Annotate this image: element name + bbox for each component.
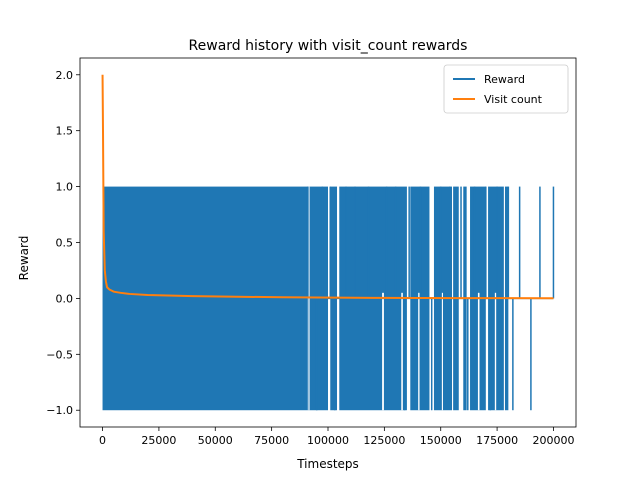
x-tick-label: 125000 [363, 434, 405, 447]
x-tick-label: 75000 [254, 434, 289, 447]
x-tick-label: 150000 [420, 434, 462, 447]
axes-frame [79, 57, 577, 428]
legend-label: Visit count [484, 93, 543, 106]
series-reward-dense-band [102, 186, 310, 411]
x-tick-label: 200000 [532, 434, 574, 447]
series-visit-count-line [101, 74, 554, 300]
x-axis: 0 25000 50000 75000 100000 125000 150000 175000… [99, 427, 574, 447]
y-axis-label: Reward [17, 236, 31, 281]
series-reward-subgap [477, 292, 480, 411]
series-reward-subgap [382, 292, 384, 411]
x-axis-label: Timesteps [296, 457, 359, 471]
legend-label: Reward [484, 73, 525, 86]
y-axis: −1.0 −0.5 0.0 0.5 1.0 1.5 2.0 [46, 69, 80, 417]
plot-area [101, 74, 555, 411]
x-tick-label: 0 [99, 434, 106, 447]
x-tick-label: 100000 [307, 434, 349, 447]
y-tick-label: 2.0 [56, 69, 74, 82]
y-tick-label: −0.5 [46, 348, 73, 361]
series-reward-subgap [418, 292, 420, 411]
y-tick-label: 0.5 [56, 237, 74, 250]
series-reward-subgap [494, 292, 497, 411]
series-reward-subgap [401, 292, 403, 411]
x-tick-label: 25000 [141, 434, 176, 447]
y-tick-label: −1.0 [46, 404, 73, 417]
y-tick-label: 1.5 [56, 125, 74, 138]
legend: Reward Visit count [443, 64, 569, 114]
x-tick-label: 175000 [476, 434, 518, 447]
x-tick-label: 50000 [198, 434, 233, 447]
legend-box [443, 64, 569, 114]
chart-title: Reward history with visit_count rewards [189, 38, 468, 54]
series-reward-subgap [441, 292, 443, 411]
y-tick-label: 0.0 [56, 292, 74, 305]
y-tick-label: 1.0 [56, 181, 74, 194]
